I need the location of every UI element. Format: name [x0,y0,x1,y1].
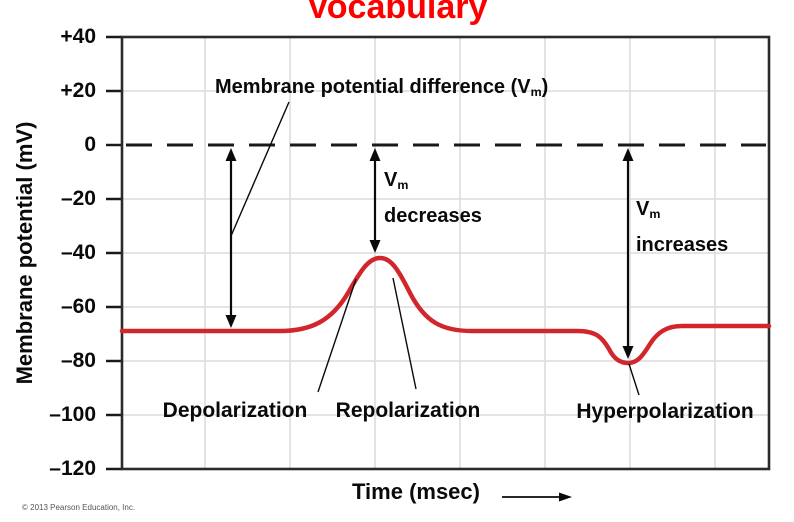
y-axis-ticks [106,35,122,471]
time-direction-arrow [502,492,572,502]
vm-increases-label: Vm increases [636,198,729,257]
vm-decreases-label: Vm decreases [384,169,482,228]
y-tick-label: –20 [60,187,96,210]
depolarization-label: Depolarization [162,399,308,422]
y-tick-label: +20 [60,79,96,102]
membrane-potential-curve [119,255,772,366]
y-tick-label: –40 [60,241,96,264]
y-axis-title: Membrane potential (mV) [12,121,37,385]
label-pointer-lines [230,101,640,396]
potential-difference-arrow [225,148,237,328]
grid-lines [122,37,769,469]
y-tick-label: –120 [49,457,96,480]
y-tick-label: +40 [60,25,96,48]
y-tick-label: –60 [60,295,96,318]
slide-title: Vocabulary [306,0,488,26]
vm-increases-arrow [622,148,634,359]
membrane-potential-difference-label: Membrane potential difference (Vm) [215,76,549,100]
x-axis-title: Time (msec) [352,479,480,504]
plot-frame [120,35,771,471]
copyright-notice: © 2013 Pearson Education, Inc. [22,503,136,512]
repolarization-label: Repolarization [335,399,481,422]
y-tick-label: –80 [60,349,96,372]
vm-decreases-arrow [369,148,381,253]
hyperpolarization-label: Hyperpolarization [576,400,754,423]
y-tick-label: –100 [49,403,96,426]
y-tick-label: 0 [84,133,96,156]
